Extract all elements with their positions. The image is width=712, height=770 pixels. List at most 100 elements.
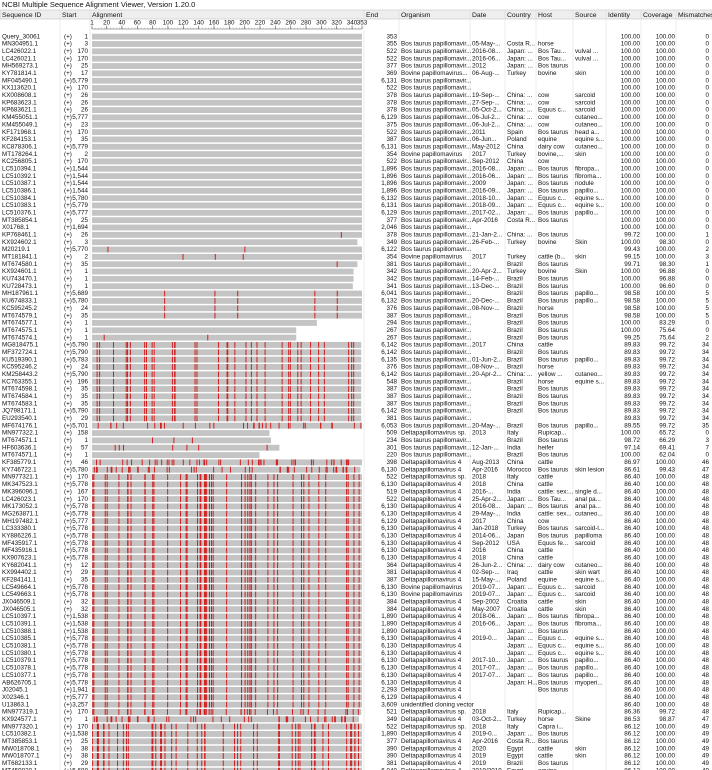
sequence-row[interactable]: KP768461.1 (+) 26 378 Bos taurus papillomavi… (2, 232, 709, 239)
sequence-row[interactable]: MT459820.1(+)5,6886,040Deltapapillomavir… (2, 767, 709, 770)
sequence-row[interactable]: LC510391.1 (+) 1,538 1,890 Deltapapillomavir… (2, 621, 709, 628)
sequence-row[interactable]: MG818475.1 (+) 5,790 6,142 Bos taurus papill… (2, 342, 709, 349)
sequence-row[interactable]: X01768.1 (+) 1,694 2,046 Bos taurus papillom… (2, 224, 709, 231)
sequence-row[interactable]: MT674579.1 (+) 35 387 Bos taurus papillomavi… (2, 312, 709, 319)
sequence-row[interactable]: LC426022.1 (+) 170 522 Bos taurus papillomav… (2, 48, 709, 55)
sequence-row[interactable]: MN977321.1 (+) 170 522 Deltapapillomavirus s… (2, 474, 709, 481)
sequence-row[interactable]: MT674580.1 (+) 35 381 Bos taurus papillomavi… (2, 261, 709, 268)
sequence-row[interactable]: KX924601.1 (+) 1 342 Bos taurus papillomavir… (2, 268, 709, 275)
sequence-row[interactable]: KX924602.1 (+) 3 349 Bos taurus papillomavir… (2, 239, 709, 246)
column-header[interactable]: Mismatches (678, 12, 712, 19)
sequence-row[interactable]: MN977319.1 (+) 170 521 Deltapapillomavirus s… (2, 709, 709, 716)
column-header[interactable]: Coverage (643, 12, 673, 19)
sequence-row[interactable]: EU293540.1 (+) 29 381 Bos taurus papillomavi… (2, 415, 709, 422)
sequence-row[interactable]: LC426021.1 (+) 170 522 Bos taurus papillomav… (2, 55, 709, 62)
sequence-row[interactable]: MT178264.1 (+) 2 354 Bovine papillomavirus 20… (2, 151, 709, 158)
sequence-row[interactable]: KM455049.1 (+) 23 375 Bos taurus papillomavi… (2, 121, 709, 128)
sequence-row[interactable]: X02346.1 (+) 5,777 6,129 Deltapapillomavirus… (2, 694, 709, 701)
sequence-row[interactable]: KU728473.1 (+) 1 341 Bos taurus papillomavir… (2, 283, 709, 290)
column-header[interactable]: Start (62, 12, 76, 19)
sequence-row[interactable]: Query_30061 (+) 1 353 100.00 100.00 0 (2, 33, 709, 40)
sequence-row[interactable]: MH187961.1 (+) 5,689 6,041 Bos taurus papill… (2, 290, 709, 297)
sequence-row[interactable]: KM455051.1 (+) 5,777 6,129 Bos taurus papill… (2, 114, 709, 121)
sequence-row[interactable]: KX924577.1 (+) 1 349 Deltapapillomavirus 4 03… (2, 716, 709, 723)
sequence-row[interactable]: KP683623.1 (+) 26 378 Bos taurus papillomavi… (2, 99, 709, 106)
sequence-row[interactable]: J02045.1 (+) 1,941 2,293 Deltapapillomavirus… (2, 687, 709, 694)
sequence-row[interactable]: LC426023.1 (+) 170 522 Deltapapillomavirus 4… (2, 496, 709, 503)
sequence-row[interactable]: MT674571.1 (+) 1 234 Bos taurus papillomavir… (2, 437, 709, 444)
sequence-row[interactable]: MN977322.1 (+) 158 509 Deltapapillomavirus s… (2, 430, 709, 437)
column-header[interactable]: Sequence ID (2, 12, 41, 19)
sequence-row[interactable]: KU674833.1 (+) 5,780 6,132 Bos taurus papill… (2, 298, 709, 305)
column-header[interactable]: Country (507, 12, 531, 19)
sequence-row[interactable]: KX907623.1 (+) 5,778 6,130 Deltapapillomavir… (2, 554, 709, 561)
sequence-row[interactable]: KF171968.1 (+) 170 522 Bos taurus papillomav… (2, 129, 709, 136)
sequence-row[interactable]: MT674583.1 (+) 35 387 Bos taurus papillomavi… (2, 400, 709, 407)
sequence-row[interactable]: MK173052.1 (+) 5,778 6,130 Deltapapillomavir… (2, 503, 709, 510)
sequence-row[interactable]: MF435916.1 (+) 5,778 6,130 Deltapapillomavir… (2, 547, 709, 554)
sequence-row[interactable]: LC510382.1 (+) 1,538 1,890 Deltapapillomavir… (2, 731, 709, 738)
sequence-row[interactable]: KP683621.1 (+) 26 378 Bos taurus papillomavi… (2, 107, 709, 114)
sequence-row[interactable]: MT674584.1 (+) 35 387 Bos taurus papillomavi… (2, 393, 709, 400)
sequence-row[interactable]: LC510387.1 (+) 1,544 1,896 Bos taurus papill… (2, 180, 709, 187)
sequence-row[interactable]: MN304951.1 (+) 3 355 Bos taurus papillomavir… (2, 41, 709, 48)
sequence-row[interactable]: LC510394.1 (+) 1,544 1,896 Bos taurus papill… (2, 165, 709, 172)
sequence-row[interactable]: KY886226.1 (+) 5,778 6,130 Deltapapillomavir… (2, 532, 709, 539)
sequence-row[interactable]: KC763355.1 (+) 196 548 Bos taurus papillomav… (2, 378, 709, 385)
sequence-row[interactable]: LC510378.1 (+) 5,778 6,130 Deltapapillomavir… (2, 665, 709, 672)
sequence-row[interactable]: LC510380.1 (+) 5,778 6,130 Deltapapillomavir… (2, 650, 709, 657)
sequence-row[interactable]: KF284153.1 (+) 35 387 Bos taurus papillomavi… (2, 136, 709, 143)
sequence-row[interactable]: LC510381.1 (+) 5,778 6,130 Deltapapillomavir… (2, 643, 709, 650)
column-header[interactable]: Host (538, 12, 552, 19)
sequence-row[interactable]: LC333380.1 (+) 5,778 6,130 Deltapapillomavir… (2, 525, 709, 532)
sequence-row[interactable]: KU519390.1 (+) 5,783 6,135 Bos taurus papill… (2, 356, 709, 363)
column-header[interactable]: Organism (401, 12, 431, 19)
sequence-row[interactable]: KC595246.2 (+) 24 376 Bos taurus papillomavi… (2, 364, 709, 371)
column-header[interactable]: Identity (608, 12, 631, 19)
sequence-row[interactable]: MT181841.1 (+) 2 354 Bovine papillomavirus 20… (2, 254, 709, 261)
column-header[interactable]: Alignment (92, 12, 122, 19)
sequence-row[interactable]: LC510385.1 (+) 5,778 6,130 Deltapapillomavir… (2, 635, 709, 642)
column-header[interactable]: Date (472, 12, 487, 19)
sequence-row[interactable]: LC510379.1 (+) 5,778 6,130 Deltapapillomavir… (2, 657, 709, 664)
sequence-row[interactable]: LC510386.1 (+) 1,544 1,896 Bos taurus papill… (2, 187, 709, 194)
sequence-row[interactable]: LC510377.1 (+) 5,778 6,130 Deltapapillomavir… (2, 672, 709, 679)
sequence-row[interactable]: HF603636.1 (+) 57 301 Bos taurus papillomavi… (2, 444, 709, 451)
sequence-row[interactable]: MN977320.1 (+) 170 522 Deltapapillomavirus s… (2, 723, 709, 730)
sequence-row[interactable]: JQ798171.1 (+) 5,790 6,142 Bos taurus papill… (2, 408, 709, 415)
column-header[interactable]: Source (575, 12, 597, 19)
sequence-row[interactable]: LC510383.1 (+) 5,779 6,131 Bos taurus papill… (2, 202, 709, 209)
sequence-row[interactable]: LC510397.1 (+) 1,538 1,890 Deltapapillomavir… (2, 613, 709, 620)
sequence-row[interactable]: KX113620.1 (+) 170 522 Bos taurus papillomav… (2, 85, 709, 92)
sequence-row[interactable]: KX008608.1 (+) 26 378 Bos taurus papillomavi… (2, 92, 709, 99)
sequence-row[interactable]: KU743470.1 (+) 1 342 Bos taurus papillomavir… (2, 276, 709, 283)
sequence-row[interactable]: KM258443.2 (+) 5,790 6,142 Bos taurus papill… (2, 371, 709, 378)
sequence-row[interactable]: LC510376.1 (+) 5,777 6,129 Bos taurus papill… (2, 210, 709, 217)
sequence-row[interactable]: MT674598.1 (+) 35 387 Bos taurus papillomavi… (2, 386, 709, 393)
sequence-row[interactable]: MF674176.1 (+) 5,701 6,053 Bos taurus papill… (2, 422, 709, 429)
sequence-row[interactable]: KC256805.1 (+) 170 522 Bos taurus papillomav… (2, 158, 709, 165)
sequence-row[interactable]: LC549663.1 (+) 5,778 6,130 Bovine papillomav… (2, 591, 709, 598)
sequence-row[interactable]: KY746722.1 (+) 5,780 6,130 Deltapapillomavir… (2, 466, 709, 473)
sequence-row[interactable]: MF435917.1 (+) 5,778 6,130 Deltapapillomavir… (2, 540, 709, 547)
sequence-row[interactable]: LC510392.1 (+) 1,544 1,896 Bos taurus papill… (2, 173, 709, 180)
sequence-row[interactable]: MT674571.1 (+) 1 220 Bos taurus papillomavir… (2, 452, 709, 459)
sequence-row[interactable]: KY781814.1 (+) 17 369 Bovine papillomavirus.… (2, 70, 709, 77)
sequence-row[interactable]: MH197482.1 (+) 5,777 6,129 Deltapapillomavir… (2, 518, 709, 525)
sequence-row[interactable]: LC510388.1 (+) 1,538 1,890 Deltapapillomavir… (2, 628, 709, 635)
column-header[interactable]: End (366, 12, 378, 19)
sequence-row[interactable]: AB626705.1 (+) 5,778 6,130 Deltapapillomavir… (2, 679, 709, 686)
sequence-row[interactable]: LC510384.1 (+) 5,780 6,132 Bos taurus papill… (2, 195, 709, 202)
sequence-row[interactable]: MT674575.1 (+) 1 267 Bos taurus papillomavir… (2, 327, 709, 334)
sequence-row[interactable]: LC549664.1 (+) 5,778 6,130 Bovine papillomav… (2, 584, 709, 591)
sequence-row[interactable]: MK347523.1 (+) 5,778 6,130 Deltapapillomavir… (2, 481, 709, 488)
sequence-row[interactable]: MF372724.1 (+) 5,790 6,142 Bos taurus papill… (2, 349, 709, 356)
